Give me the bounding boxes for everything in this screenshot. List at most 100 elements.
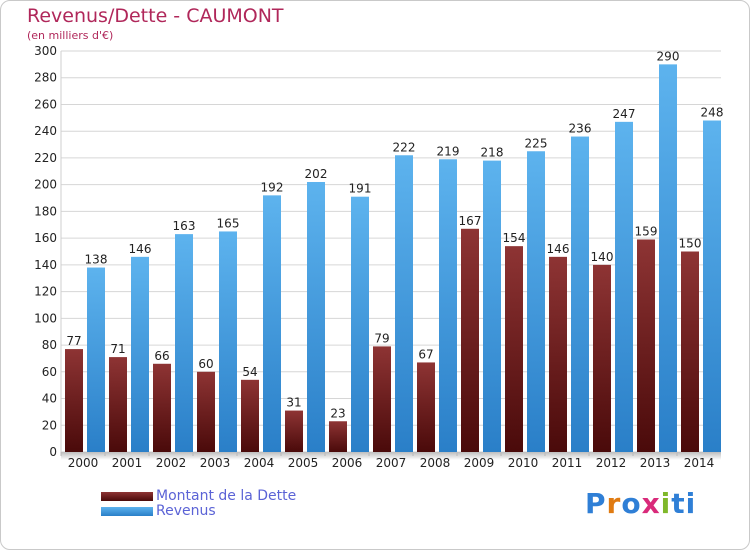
x-tick-label: 2014 bbox=[684, 456, 715, 470]
x-tick-label: 2010 bbox=[508, 456, 539, 470]
data-label-dette: 167 bbox=[459, 214, 482, 228]
data-label-revenus: 225 bbox=[525, 136, 548, 150]
data-label-revenus: 202 bbox=[305, 167, 328, 181]
data-label-dette: 159 bbox=[635, 224, 658, 238]
data-label-dette: 31 bbox=[286, 396, 301, 410]
x-axis-ticks: 2000 2001 2002 2003 2004 2005 2006 2007 2008 2009… bbox=[60, 452, 715, 470]
bar-dette bbox=[417, 362, 435, 452]
bar-dette bbox=[505, 246, 523, 452]
x-tick-label: 2008 bbox=[420, 456, 451, 470]
proxiti-logo: Proxiti bbox=[585, 487, 696, 520]
data-label-dette: 23 bbox=[330, 406, 345, 420]
data-label-revenus: 163 bbox=[173, 219, 196, 233]
bar-dette bbox=[593, 264, 611, 452]
bar-revenus bbox=[131, 256, 149, 452]
y-axis-ticks: 0 20 40 60 80 100 120 140 160 180 200 220 240 260 280 3… bbox=[34, 44, 57, 459]
bar-revenus bbox=[351, 196, 369, 452]
data-label-revenus: 138 bbox=[85, 253, 108, 267]
data-label-dette: 60 bbox=[198, 357, 213, 371]
data-label-dette: 71 bbox=[110, 342, 125, 356]
y-tick-label: 160 bbox=[34, 231, 57, 245]
bar-dette bbox=[153, 363, 171, 452]
data-label-dette: 77 bbox=[66, 334, 81, 348]
logo-letter: i bbox=[685, 487, 697, 520]
logo-letter: o bbox=[621, 487, 642, 520]
data-label-revenus: 247 bbox=[613, 107, 636, 121]
y-tick-label: 60 bbox=[42, 365, 57, 379]
bar-revenus bbox=[307, 181, 325, 452]
bar-dette bbox=[329, 421, 347, 452]
y-tick-label: 280 bbox=[34, 71, 57, 85]
y-tick-label: 180 bbox=[34, 204, 57, 218]
data-label-dette: 54 bbox=[242, 365, 257, 379]
x-tick-label: 2004 bbox=[244, 456, 275, 470]
x-tick-label: 2005 bbox=[288, 456, 319, 470]
bar-revenus bbox=[615, 121, 633, 453]
data-label-revenus: 146 bbox=[129, 242, 152, 256]
legend-item-revenus: Revenus bbox=[101, 503, 216, 519]
bar-revenus bbox=[703, 120, 721, 453]
y-tick-label: 20 bbox=[42, 418, 57, 432]
data-label-revenus: 165 bbox=[217, 216, 240, 230]
y-tick-label: 260 bbox=[34, 97, 57, 111]
logo-letter: t bbox=[671, 487, 686, 520]
bar-revenus bbox=[439, 159, 457, 452]
x-tick-label: 2011 bbox=[552, 456, 583, 470]
data-labels: 77 138 71 146 66 163 60 165 54 192 31 202 23 191 79 222… bbox=[66, 49, 723, 420]
bar-revenus bbox=[483, 160, 501, 452]
bar-dette bbox=[461, 228, 479, 452]
chart-subtitle: (en milliers d'€) bbox=[27, 29, 114, 42]
x-tick-label: 2006 bbox=[332, 456, 363, 470]
legend-item-debt: Montant de la Dette bbox=[101, 488, 296, 504]
y-tick-label: 80 bbox=[42, 338, 57, 352]
data-label-dette: 150 bbox=[679, 237, 702, 251]
y-tick-label: 100 bbox=[34, 311, 57, 325]
x-tick-label: 2003 bbox=[200, 456, 231, 470]
data-label-revenus: 290 bbox=[657, 49, 680, 63]
x-tick-label: 2002 bbox=[156, 456, 187, 470]
bar-revenus bbox=[659, 64, 677, 452]
data-label-dette: 67 bbox=[418, 347, 433, 361]
x-tick-label: 2013 bbox=[640, 456, 671, 470]
x-tick-label: 2012 bbox=[596, 456, 627, 470]
bar-revenus bbox=[527, 151, 545, 452]
y-tick-label: 140 bbox=[34, 258, 57, 272]
bar-revenus bbox=[87, 267, 105, 452]
y-tick-label: 220 bbox=[34, 151, 57, 165]
bar-revenus bbox=[263, 195, 281, 453]
data-label-dette: 66 bbox=[154, 349, 169, 363]
bar-dette bbox=[241, 379, 259, 452]
bar-revenus bbox=[571, 136, 589, 452]
logo-letter: x bbox=[641, 487, 661, 520]
bars bbox=[65, 64, 721, 453]
bar-dette bbox=[197, 371, 215, 452]
bar-revenus bbox=[395, 155, 413, 452]
data-label-dette: 140 bbox=[591, 250, 614, 264]
bar-dette bbox=[109, 357, 127, 452]
data-label-revenus: 248 bbox=[701, 106, 724, 120]
x-tick-label: 2009 bbox=[464, 456, 495, 470]
y-tick-label: 240 bbox=[34, 124, 57, 138]
logo-letter: r bbox=[606, 487, 622, 520]
bar-dette bbox=[285, 410, 303, 452]
y-tick-label: 200 bbox=[34, 178, 57, 192]
y-tick-label: 40 bbox=[42, 392, 57, 406]
y-tick-label: 300 bbox=[34, 44, 57, 58]
data-label-revenus: 192 bbox=[261, 180, 284, 194]
x-tick-label: 2007 bbox=[376, 456, 407, 470]
y-tick-label: 0 bbox=[49, 445, 57, 459]
data-label-revenus: 218 bbox=[481, 146, 504, 160]
data-label-revenus: 222 bbox=[393, 140, 416, 154]
bar-dette bbox=[65, 349, 83, 452]
logo-letter: P bbox=[585, 487, 607, 520]
bar-dette bbox=[549, 256, 567, 452]
data-label-dette: 146 bbox=[547, 242, 570, 256]
bar-dette bbox=[637, 239, 655, 452]
bar-revenus bbox=[219, 231, 237, 452]
legend-label-debt: Montant de la Dette bbox=[156, 488, 297, 504]
x-tick-label: 2000 bbox=[68, 456, 99, 470]
bar-dette bbox=[681, 251, 699, 452]
x-tick-label: 2001 bbox=[112, 456, 143, 470]
